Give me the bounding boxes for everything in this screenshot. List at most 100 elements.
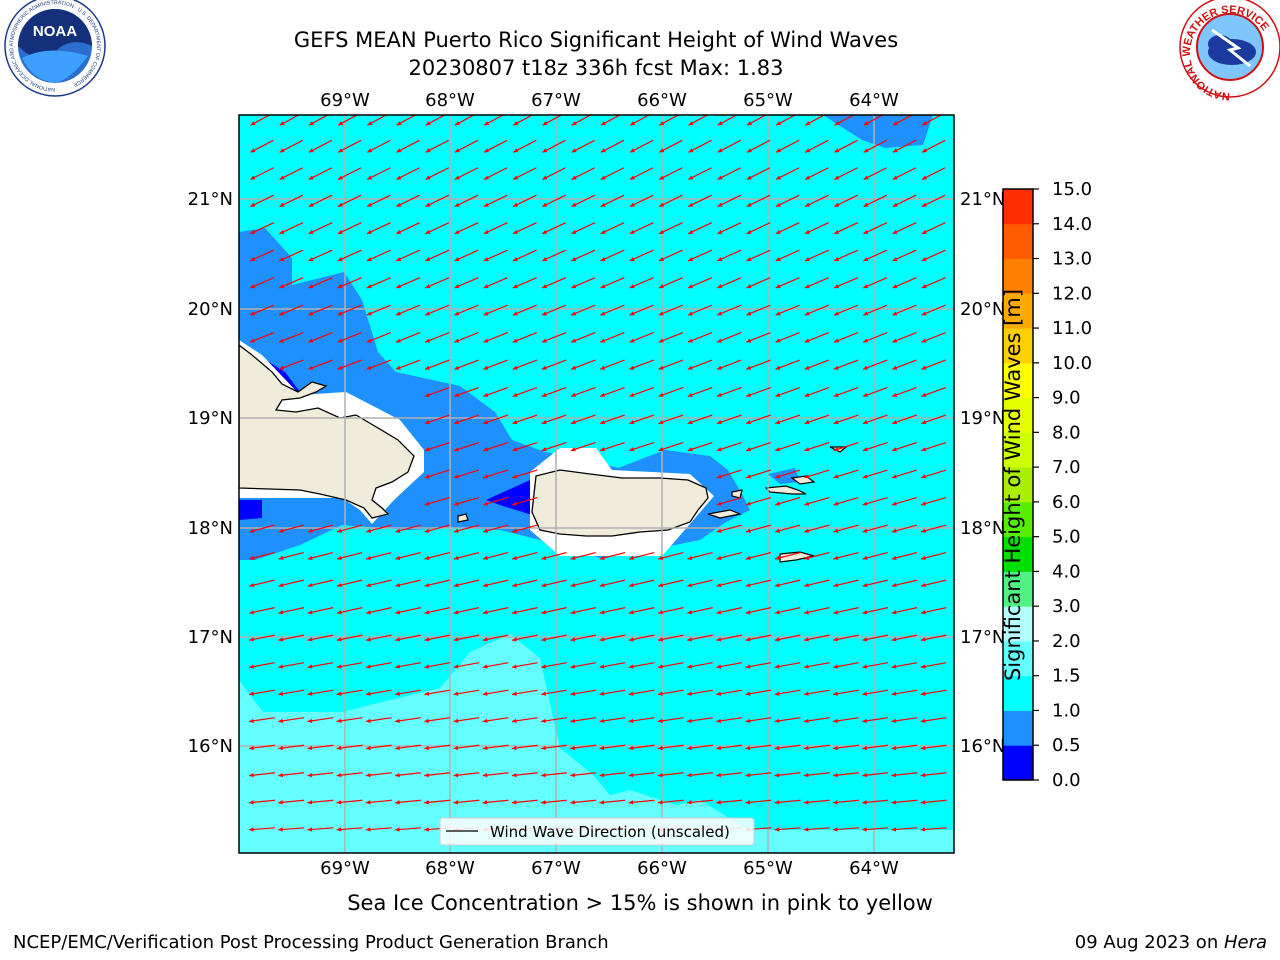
wind-arrow-head: [921, 202, 927, 207]
wind-arrow-head: [250, 148, 256, 153]
wind-arrow-head: [249, 528, 255, 533]
wind-arrow-head: [541, 447, 547, 452]
wind-arrow-head: [834, 257, 840, 261]
wind-arrow-head: [570, 718, 576, 723]
wind-arrow-head: [396, 121, 402, 126]
wind-arrow-head: [308, 148, 314, 153]
lon-label-top: 65°W: [743, 90, 793, 111]
wind-arrow-head: [453, 800, 459, 805]
wind-arrow-head: [657, 718, 663, 723]
wind-arrow-head: [542, 202, 548, 207]
wind-arrow-head: [337, 284, 343, 289]
wind-arrow-head: [745, 474, 751, 479]
wind-arrow-head: [834, 175, 840, 180]
wind-arrow-head: [279, 257, 285, 261]
wind-arrow-head: [833, 474, 839, 479]
wind-arrow-head: [425, 148, 431, 153]
wind-arrow-head: [687, 338, 693, 343]
colorbar-tick-label: 0.5: [1052, 735, 1081, 756]
map-title: GEFS MEAN Puerto Rico Significant Height…: [293, 28, 899, 52]
sea-ice-note: Sea Ice Concentration > 15% is shown in …: [347, 891, 933, 915]
wind-arrow-head: [541, 664, 547, 669]
colorbar-tick-label: 8.0: [1052, 422, 1081, 443]
wind-arrow-head: [745, 691, 751, 696]
wind-arrow-head: [425, 338, 431, 343]
wind-arrow-head: [453, 637, 459, 642]
wind-arrow-head: [482, 664, 488, 669]
wind-arrow-head: [659, 175, 665, 180]
wind-arrow-head: [512, 338, 518, 343]
wind-arrow-head: [775, 175, 781, 180]
wind-arrow-head: [863, 311, 869, 316]
wind-arrow-head: [716, 501, 722, 506]
wind-arrow-head: [745, 582, 751, 588]
wind-arrow-head: [658, 392, 664, 397]
wind-arrow-head: [483, 392, 489, 397]
wind-arrow-head: [337, 528, 342, 533]
wind-arrow-head: [453, 745, 459, 751]
wind-arrow-head: [774, 582, 780, 588]
wind-arrow-head: [249, 555, 255, 561]
wind-arrow-head: [453, 501, 459, 506]
wind-arrow-head: [541, 338, 547, 343]
wind-arrow-head: [804, 392, 810, 397]
wind-arrow-head: [336, 718, 342, 723]
lat-label-right: 17°N: [960, 627, 1005, 648]
wind-arrow-head: [775, 202, 781, 207]
wind-arrow-head: [687, 800, 692, 805]
wind-arrow-head: [804, 257, 810, 261]
wind-arrow-head: [424, 447, 430, 452]
wind-arrow-head: [659, 229, 665, 234]
wind-arrow-head: [571, 121, 577, 126]
wind-arrow-head: [366, 582, 372, 588]
wind-arrow-head: [658, 447, 664, 452]
wind-arrow-head: [717, 311, 723, 316]
colorbar-tick-label: 7.0: [1052, 457, 1081, 478]
wind-arrow-head: [775, 229, 781, 234]
wind-arrow-head: [658, 664, 663, 669]
wind-arrow-head: [366, 664, 371, 669]
colorbar-tick-label: 15.0: [1052, 179, 1092, 200]
wind-arrow-head: [687, 718, 692, 723]
wind-arrow-head: [571, 148, 577, 153]
wind-arrow-head: [746, 365, 752, 370]
wind-arrow-head: [424, 501, 430, 506]
wind-arrow-head: [688, 229, 694, 234]
colorbar-swatch: [1003, 258, 1033, 294]
wind-arrow-head: [920, 691, 926, 696]
wind-arrow-head: [249, 745, 254, 751]
lon-label-bottom: 66°W: [637, 858, 687, 879]
wind-arrow-head: [776, 121, 782, 126]
wind-arrow-head: [454, 121, 460, 126]
wind-arrow-head: [775, 257, 781, 261]
wind-arrow-head: [425, 121, 431, 126]
colorbar-swatch: [1003, 640, 1033, 677]
land-puerto-rico: [531, 469, 709, 537]
wind-arrow-head: [774, 664, 780, 669]
wind-arrow-head: [834, 229, 840, 234]
wind-arrow-head: [863, 365, 869, 370]
wind-arrow-head: [687, 420, 693, 425]
date-text: 09 Aug 2023 on: [1074, 932, 1224, 953]
wind-arrow-head: [541, 392, 547, 397]
wind-arrow-head: [395, 691, 400, 696]
wind-arrow-head: [395, 555, 401, 561]
wind-arrow-head: [920, 718, 926, 723]
wind-arrow-head: [892, 229, 898, 234]
wind-arrow-head: [803, 718, 809, 723]
wind-arrow-head: [920, 827, 926, 832]
wind-arrow-head: [863, 338, 869, 343]
wind-arrow-head: [571, 311, 577, 316]
wind-arrow-head: [687, 311, 693, 316]
wind-arrow-head: [483, 257, 489, 261]
wind-arrow-head: [395, 745, 400, 751]
wind-arrow-head: [717, 202, 723, 207]
wind-arrow-head: [512, 447, 518, 452]
wind-arrow-head: [570, 582, 576, 588]
wind-arrow-head: [775, 474, 781, 479]
wind-arrow-head: [658, 610, 663, 615]
wind-arrow-head: [249, 772, 254, 778]
wind-arrow-head: [804, 528, 810, 533]
wind-arrow-head: [308, 257, 314, 261]
lon-label-top: 66°W: [637, 90, 687, 111]
